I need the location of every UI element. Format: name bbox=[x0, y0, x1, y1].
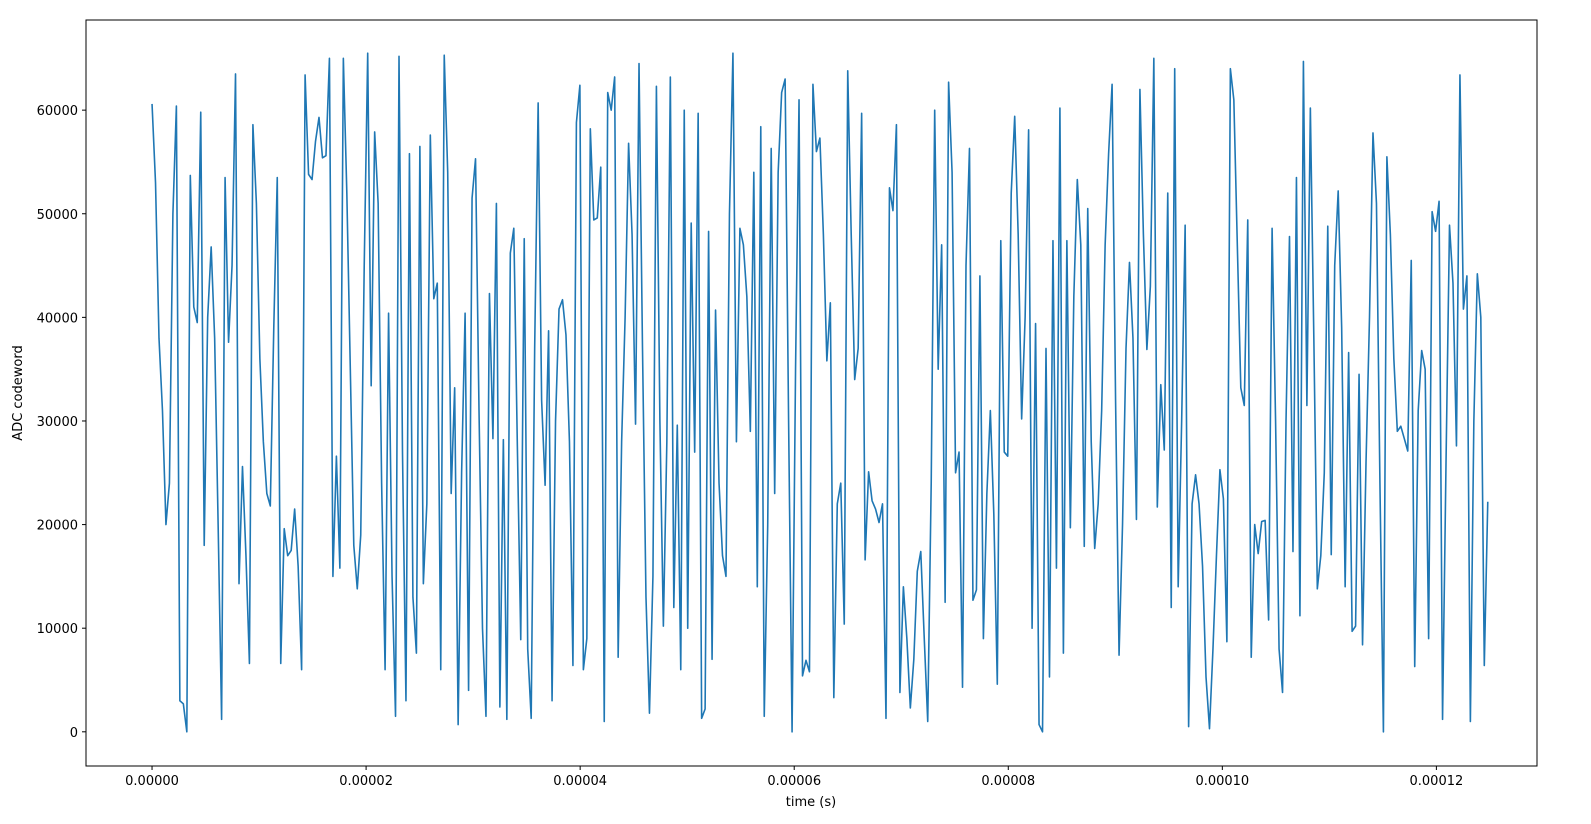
y-axis-label: ADC codeword bbox=[11, 345, 26, 440]
x-tick-label: 0.00008 bbox=[981, 774, 1035, 789]
y-tick-label: 50000 bbox=[37, 208, 78, 223]
y-tick-label: 30000 bbox=[37, 415, 78, 430]
y-tick-label: 10000 bbox=[37, 622, 78, 637]
y-tick-label: 0 bbox=[70, 726, 78, 741]
x-tick-label: 0.00010 bbox=[1195, 774, 1249, 789]
x-tick-label: 0.00004 bbox=[553, 774, 607, 789]
x-tick-label: 0.00002 bbox=[339, 774, 393, 789]
plot-frame bbox=[85, 19, 1538, 767]
x-tick-label: 0.00006 bbox=[767, 774, 821, 789]
x-axis-label: time (s) bbox=[786, 795, 836, 810]
x-tick-label: 0.00012 bbox=[1410, 774, 1464, 789]
y-tick-label: 40000 bbox=[37, 311, 78, 326]
y-tick-label: 20000 bbox=[37, 519, 78, 534]
data-line bbox=[151, 52, 1489, 733]
x-tick-label: 0.00000 bbox=[125, 774, 179, 789]
y-tick-label: 60000 bbox=[37, 104, 78, 119]
